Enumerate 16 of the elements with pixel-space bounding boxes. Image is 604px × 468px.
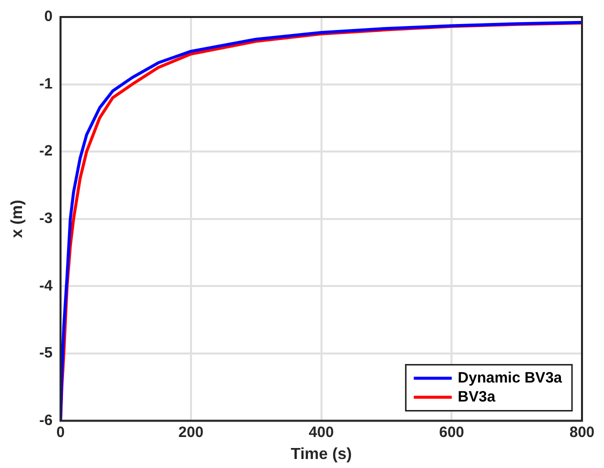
y-tick-label: -3 (39, 210, 53, 228)
y-tick-label: -4 (39, 277, 54, 294)
y-tick-label: -2 (39, 142, 53, 160)
y-tick-label: 0 (44, 8, 53, 26)
y-tick-label: -6 (39, 412, 53, 429)
x-tick-label: 600 (439, 424, 464, 441)
x-axis-title: Time (s) (290, 446, 352, 463)
legend-label: BV3a (458, 388, 496, 406)
y-axis-title: x (m) (9, 200, 26, 238)
y-tick-label: -5 (39, 344, 53, 362)
x-tick-label: 0 (56, 424, 65, 441)
y-tick-label: -1 (39, 75, 53, 92)
x-tick-label: 400 (308, 424, 334, 441)
x-tick-label: 200 (178, 424, 204, 441)
x-tick-label: 800 (569, 424, 595, 441)
legend-label: Dynamic BV3a (458, 369, 563, 386)
